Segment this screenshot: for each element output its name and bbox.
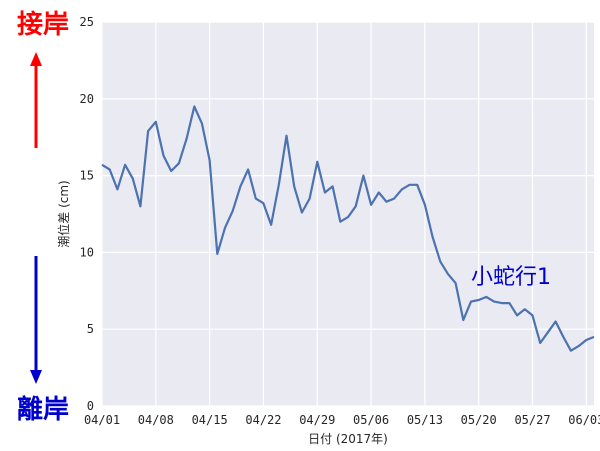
x-tick-label: 04/29 [299,413,335,427]
y-tick-label: 10 [80,245,94,259]
x-tick-label: 05/20 [461,413,497,427]
meander-annotation: 小蛇行1 [471,265,551,290]
plot-background [102,22,594,406]
x-tick-label: 05/27 [514,413,550,427]
y-tick-label: 0 [87,399,94,413]
x-tick-labels: 04/01 04/08 04/15 04/22 04/29 05/06 05/13 05/20… [84,413,600,427]
x-axis-label: 日付 (2017年) [308,432,388,446]
x-tick-label: 05/13 [407,413,443,427]
x-tick-label: 04/01 [84,413,120,427]
x-tick-label: 04/15 [192,413,228,427]
y-axis-label: 潮位差 (cm) [56,180,71,247]
x-tick-label: 05/06 [353,413,389,427]
x-tick-label: 06/03 [568,413,600,427]
series-layer [101,105,595,352]
x-tick-label: 04/22 [245,413,281,427]
approach-label: 接岸 [17,10,69,40]
series-line [101,105,595,352]
y-tick-label: 15 [80,169,94,183]
x-tick-label: 04/08 [138,413,174,427]
y-tick-label: 5 [87,322,94,336]
y-tick-label: 25 [80,15,94,29]
up-arrow-icon [30,52,42,148]
y-tick-labels: 0 5 10 15 20 25 [80,15,94,413]
y-tick-label: 20 [80,92,94,106]
offshore-label: 離岸 [17,394,69,425]
grid-lines [101,21,594,407]
down-arrow-icon [30,256,42,384]
